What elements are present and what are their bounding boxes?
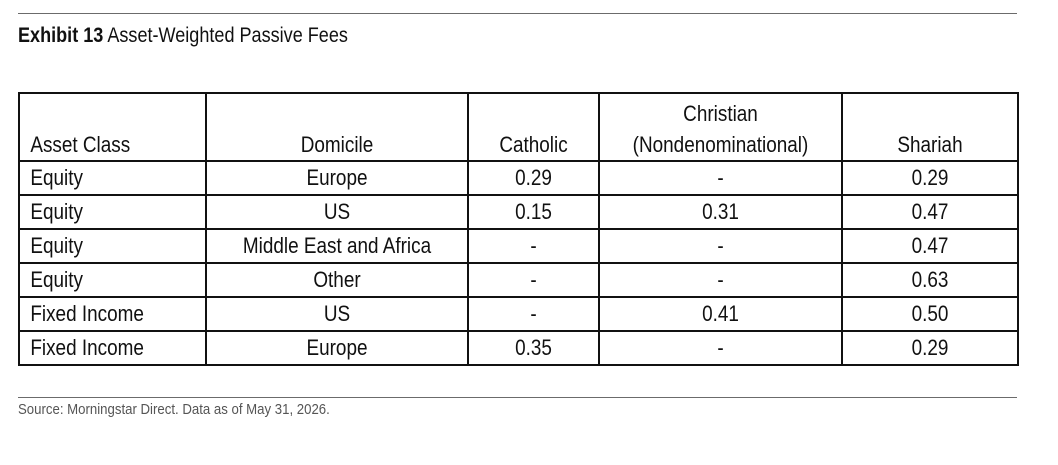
header-christian: Christian (Nondenominational) <box>598 92 843 162</box>
cell-shariah: 0.47 <box>841 194 1019 230</box>
header-catholic: Catholic <box>467 92 600 162</box>
cell-asset-class: Fixed Income <box>18 330 207 366</box>
cell-christian: - <box>598 160 843 196</box>
cell-asset-class: Equity <box>18 194 207 230</box>
cell-catholic: 0.35 <box>467 330 600 366</box>
cell-domicile: Other <box>205 262 469 298</box>
cell-shariah: 0.50 <box>841 296 1019 332</box>
cell-christian: 0.31 <box>598 194 843 230</box>
cell-catholic: - <box>467 296 600 332</box>
table-row: Equity US 0.15 0.31 0.47 <box>18 194 1019 230</box>
cell-shariah: 0.29 <box>841 330 1019 366</box>
header-christian-line1: Christian <box>683 101 758 126</box>
bottom-divider <box>18 397 1017 398</box>
cell-christian: - <box>598 330 843 366</box>
cell-domicile: Middle East and Africa <box>205 228 469 264</box>
header-domicile: Domicile <box>205 92 469 162</box>
cell-christian: 0.41 <box>598 296 843 332</box>
table-header-row: Asset Class Domicile Catholic Christian … <box>18 92 1019 162</box>
table-row: Equity Other - - 0.63 <box>18 262 1019 298</box>
exhibit-title: Exhibit 13 Asset-Weighted Passive Fees <box>18 21 348 51</box>
cell-asset-class: Equity <box>18 262 207 298</box>
cell-catholic: - <box>467 262 600 298</box>
table-row: Fixed Income Europe 0.35 - 0.29 <box>18 330 1019 366</box>
header-asset-class: Asset Class <box>18 92 207 162</box>
cell-catholic: 0.15 <box>467 194 600 230</box>
cell-christian: - <box>598 228 843 264</box>
table-row: Equity Europe 0.29 - 0.29 <box>18 160 1019 196</box>
cell-domicile: Europe <box>205 330 469 366</box>
cell-catholic: - <box>467 228 600 264</box>
table-row: Fixed Income US - 0.41 0.50 <box>18 296 1019 332</box>
cell-asset-class: Equity <box>18 160 207 196</box>
passive-fees-table: Asset Class Domicile Catholic Christian … <box>18 92 1019 366</box>
cell-domicile: Europe <box>205 160 469 196</box>
cell-domicile: US <box>205 194 469 230</box>
cell-asset-class: Equity <box>18 228 207 264</box>
cell-shariah: 0.63 <box>841 262 1019 298</box>
cell-domicile: US <box>205 296 469 332</box>
cell-christian: - <box>598 262 843 298</box>
header-shariah: Shariah <box>841 92 1019 162</box>
cell-asset-class: Fixed Income <box>18 296 207 332</box>
exhibit-title-text: Asset-Weighted Passive Fees <box>107 24 348 47</box>
exhibit-label: Exhibit 13 <box>18 24 104 47</box>
cell-catholic: 0.29 <box>467 160 600 196</box>
header-christian-line2: (Nondenominational) <box>632 132 809 157</box>
table-row: Equity Middle East and Africa - - 0.47 <box>18 228 1019 264</box>
cell-shariah: 0.47 <box>841 228 1019 264</box>
top-divider <box>18 13 1017 14</box>
cell-shariah: 0.29 <box>841 160 1019 196</box>
source-note: Source: Morningstar Direct. Data as of M… <box>18 401 330 418</box>
